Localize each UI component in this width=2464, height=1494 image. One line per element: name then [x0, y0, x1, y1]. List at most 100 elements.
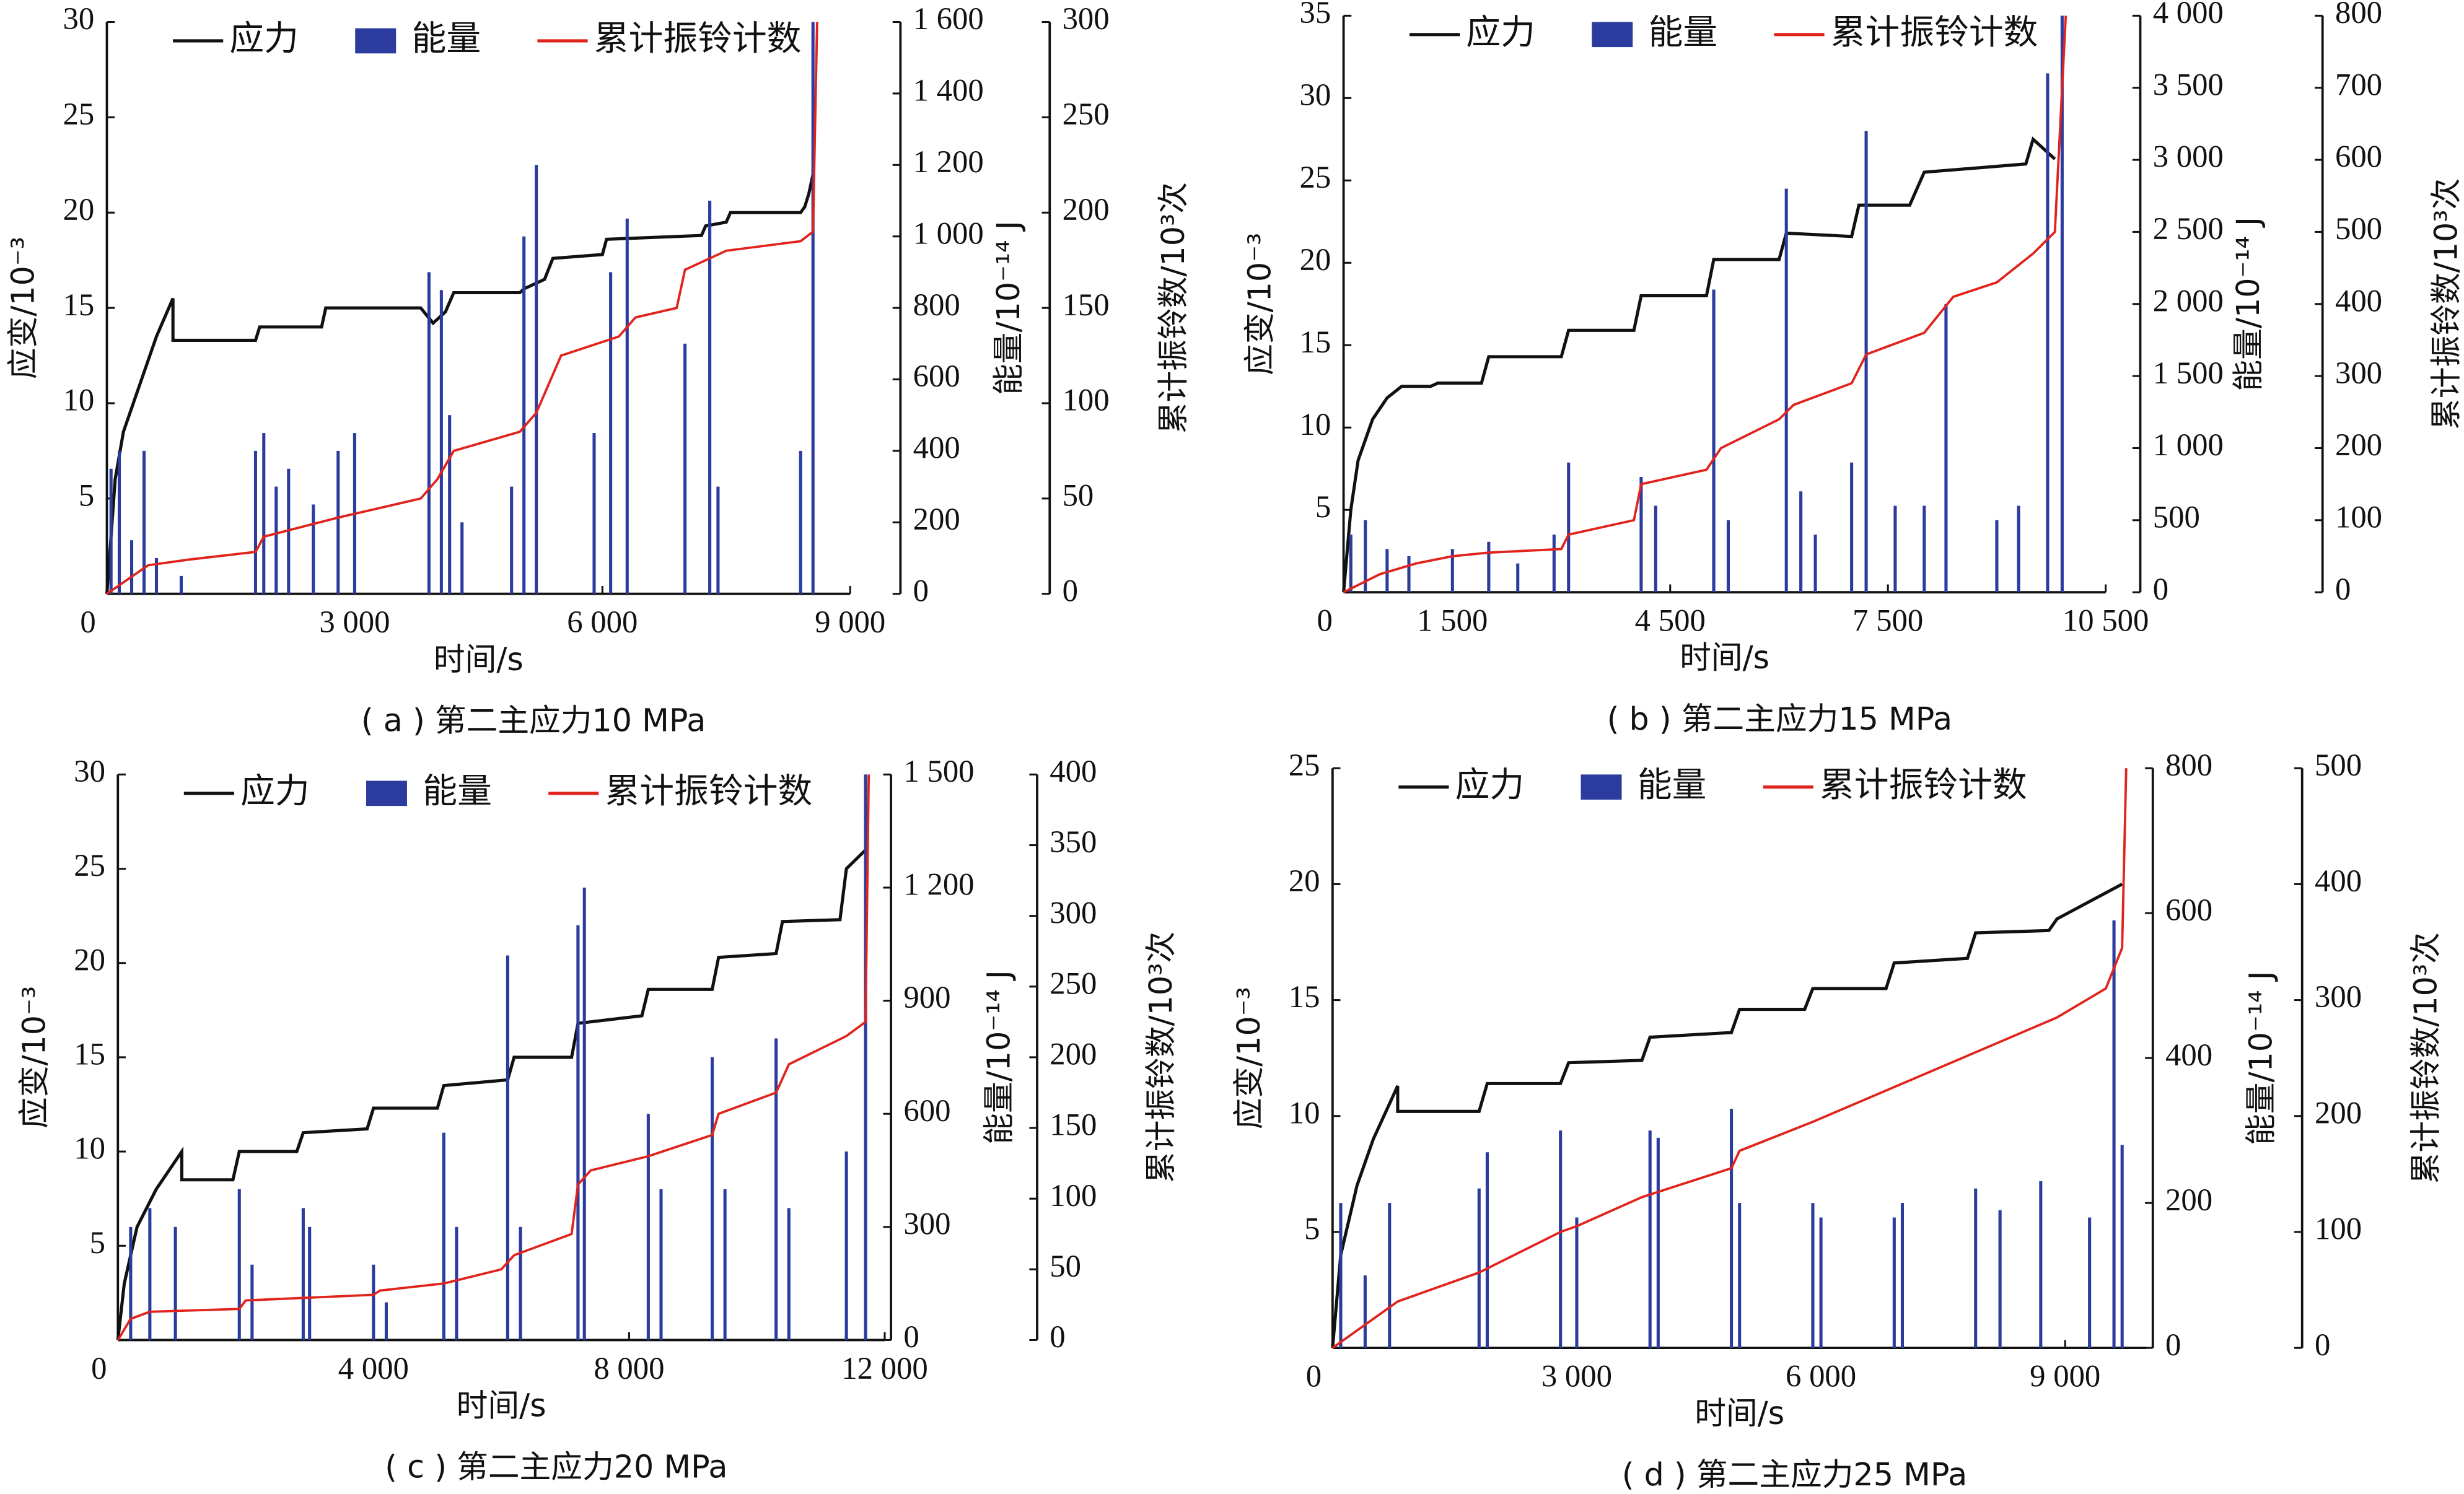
- legend-label: 能量: [1638, 765, 1707, 805]
- y2-tick-label: 200: [2165, 1182, 2212, 1217]
- y3-tick-label: 100: [2335, 499, 2382, 534]
- energy-bar: [250, 1264, 254, 1340]
- y3-tick-label: 0: [1063, 573, 1078, 608]
- energy-bar: [510, 486, 514, 594]
- y2-tick-label: 800: [2165, 748, 2212, 782]
- y2-tick-label: 900: [903, 980, 950, 1015]
- energy-bar: [519, 1226, 522, 1340]
- energy-bar: [2046, 73, 2050, 593]
- y2-tick-label: 1 600: [913, 1, 984, 36]
- y-tick-label: 20: [74, 942, 105, 977]
- y-tick-label: 25: [63, 97, 95, 131]
- x-tick-label: 8 000: [594, 1351, 664, 1386]
- y3-tick-label: 400: [2315, 863, 2362, 898]
- legend-label: 能量: [1649, 12, 1718, 53]
- y3-tick-label: 200: [1063, 192, 1110, 227]
- energy-bar: [1892, 1217, 1896, 1348]
- y-tick-label: 15: [74, 1037, 105, 1072]
- energy-bar: [1811, 1203, 1815, 1348]
- energy-bar: [506, 955, 509, 1340]
- y2-tick-label: 600: [913, 359, 960, 393]
- legend-label: 累计振铃计数: [1820, 765, 2027, 805]
- y3-tick-label: 500: [2335, 211, 2382, 246]
- energy-bar: [1995, 520, 1999, 593]
- y-tick-label: 5: [90, 1225, 105, 1260]
- energy-bar: [1944, 304, 1948, 593]
- y-tick-label: 30: [63, 1, 95, 36]
- energy-bar: [1450, 549, 1454, 593]
- x-tick-label: 3 000: [1541, 1358, 1612, 1393]
- energy-bar: [460, 522, 464, 594]
- legend-label: 应力: [1455, 765, 1525, 805]
- energy-bar: [576, 925, 580, 1340]
- y3-tick-label: 250: [1050, 966, 1097, 1000]
- energy-bar: [811, 22, 815, 594]
- caption: ( c ) 第二主应力20 MPa: [385, 1448, 727, 1485]
- energy-bar: [1388, 1203, 1392, 1348]
- y3-tick-label: 300: [2315, 979, 2362, 1014]
- energy-bar: [2088, 1217, 2092, 1348]
- y2-tick-label: 3 500: [2153, 67, 2224, 102]
- energy-bar: [237, 1189, 241, 1340]
- energy-bar: [179, 575, 183, 594]
- y-tick-label: 15: [1289, 979, 1320, 1014]
- y3-tick-label: 0: [2335, 572, 2351, 606]
- energy-bar: [312, 504, 315, 594]
- energy-bar: [1656, 1137, 1660, 1348]
- y2-tick-label: 500: [2153, 499, 2200, 534]
- energy-bar: [1974, 1188, 1978, 1348]
- energy-bar: [1363, 1275, 1367, 1348]
- energy-bar: [535, 165, 538, 594]
- energy-bar: [1364, 520, 1367, 593]
- y-tick-label: 5: [79, 478, 94, 512]
- y-tick-label: 10: [74, 1131, 105, 1166]
- y-axis-label: 累计振铃数/10³次: [1155, 182, 1191, 434]
- stress-line: [1342, 136, 2056, 593]
- energy-bar: [1726, 520, 1730, 593]
- x-tick-label: 0: [1317, 603, 1332, 638]
- y2-tick-label: 600: [2165, 893, 2212, 927]
- energy-bar: [864, 774, 867, 1340]
- y-tick-label: 5: [1315, 489, 1331, 524]
- energy-bar: [708, 201, 712, 594]
- energy-bar: [1819, 1217, 1823, 1348]
- y2-tick-label: 800: [913, 287, 960, 322]
- y3-tick-label: 200: [2335, 427, 2382, 462]
- legend-label: 累计振铃计数: [594, 19, 802, 59]
- legend-swatch: [1592, 22, 1633, 48]
- energy-bar: [723, 1189, 727, 1340]
- y3-tick-label: 800: [2335, 0, 2382, 30]
- energy-bar: [2039, 1181, 2043, 1348]
- x-tick-label: 6 000: [1786, 1358, 1856, 1393]
- y3-tick-label: 100: [1050, 1178, 1097, 1213]
- legend-label: 应力: [1466, 12, 1535, 53]
- y2-tick-label: 1 500: [2153, 356, 2224, 390]
- energy-bar: [336, 450, 340, 594]
- y-tick-label: 5: [1304, 1212, 1320, 1246]
- x-tick-label: 12 000: [841, 1351, 927, 1386]
- y2-tick-label: 400: [2165, 1038, 2212, 1072]
- energy-bar: [683, 343, 687, 594]
- y2-tick-label: 2 000: [2153, 283, 2224, 318]
- y-tick-label: 20: [1300, 242, 1331, 277]
- y3-tick-label: 300: [1050, 895, 1097, 930]
- energy-bar: [274, 486, 278, 594]
- y-tick-label: 15: [63, 287, 95, 322]
- energy-bar: [1998, 1210, 2002, 1348]
- y2-tick-label: 0: [903, 1319, 919, 1354]
- energy-bar: [716, 486, 720, 594]
- y3-tick-label: 700: [2335, 67, 2382, 102]
- energy-bar: [1784, 188, 1788, 593]
- energy-bar: [1575, 1217, 1579, 1348]
- energy-bar: [1738, 1203, 1742, 1348]
- energy-bar: [1648, 1130, 1652, 1348]
- y3-tick-label: 50: [1050, 1249, 1081, 1283]
- y3-tick-label: 250: [1063, 97, 1110, 131]
- legend-label: 能量: [412, 19, 481, 59]
- energy-bar: [592, 433, 596, 594]
- energy-bar: [1893, 505, 1897, 593]
- y3-tick-label: 100: [1063, 383, 1110, 417]
- energy-bar: [1487, 541, 1491, 593]
- caption: ( b ) 第二主应力15 MPa: [1607, 701, 1953, 737]
